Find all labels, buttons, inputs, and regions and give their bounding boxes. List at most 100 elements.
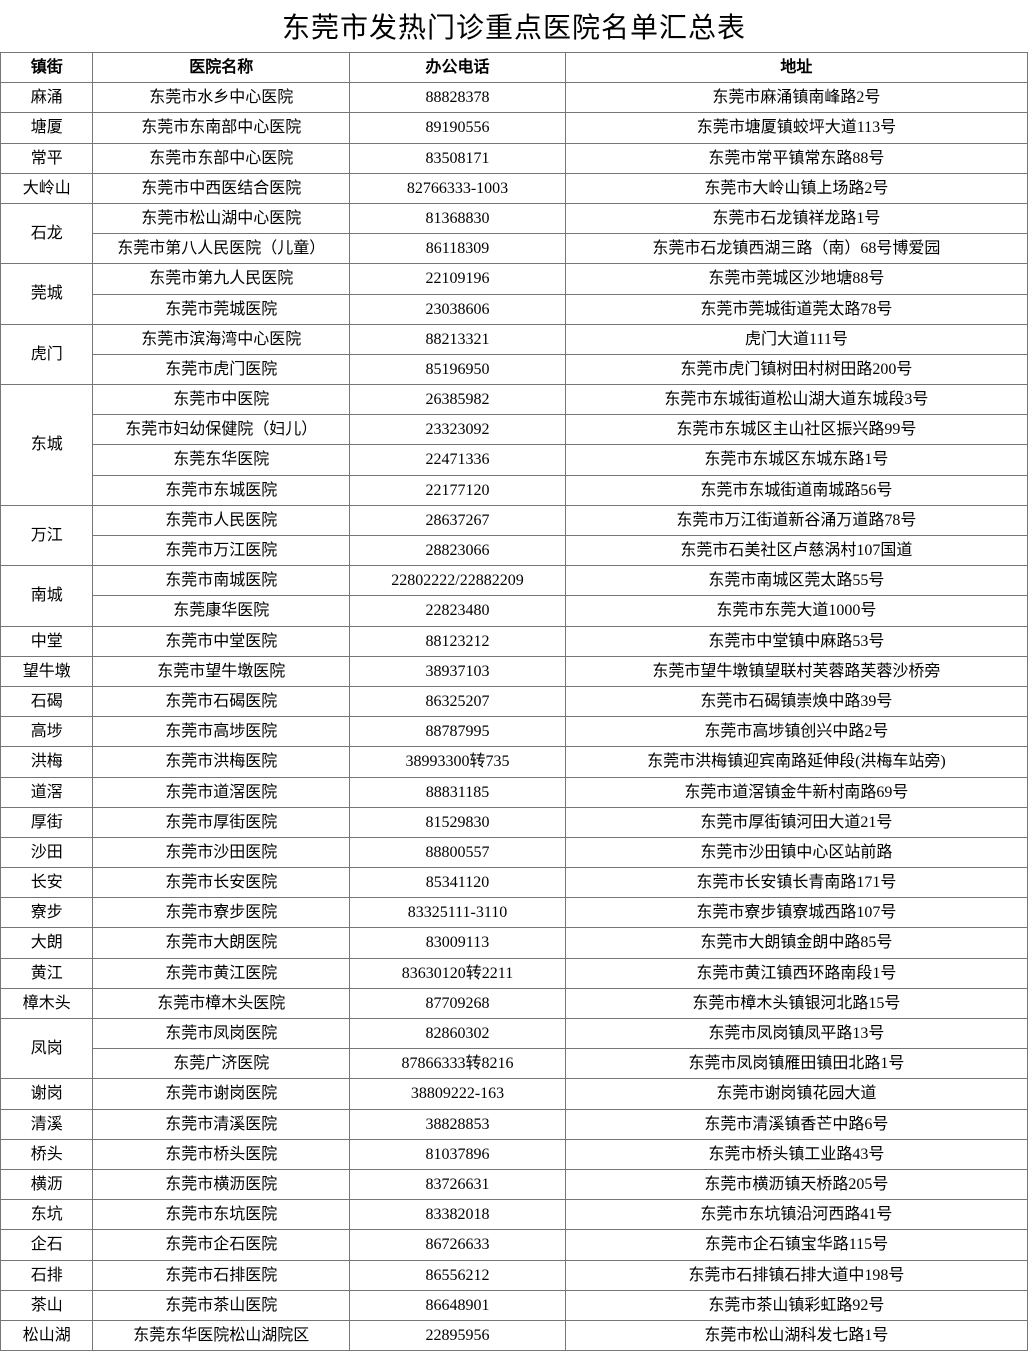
cell-phone: 28637267 — [350, 505, 566, 535]
col-phone: 办公电话 — [350, 53, 566, 83]
cell-phone: 85341120 — [350, 868, 566, 898]
cell-phone: 88123212 — [350, 626, 566, 656]
table-row: 茶山东莞市茶山医院86648901东莞市茶山镇彩虹路92号 — [1, 1290, 1028, 1320]
cell-hospital: 东莞市滨海湾中心医院 — [93, 324, 350, 354]
table-row: 企石东莞市企石医院86726633东莞市企石镇宝华路115号 — [1, 1230, 1028, 1260]
cell-town: 望牛墩 — [1, 656, 93, 686]
header-row: 镇街 医院名称 办公电话 地址 — [1, 53, 1028, 83]
cell-address: 东莞市清溪镇香芒中路6号 — [565, 1109, 1027, 1139]
cell-hospital: 东莞市莞城医院 — [93, 294, 350, 324]
cell-address: 东莞市洪梅镇迎宾南路延伸段(洪梅车站旁) — [565, 747, 1027, 777]
cell-hospital: 东莞市万江医院 — [93, 536, 350, 566]
cell-hospital: 东莞市人民医院 — [93, 505, 350, 535]
cell-phone: 22823480 — [350, 596, 566, 626]
cell-hospital: 东莞市水乡中心医院 — [93, 83, 350, 113]
cell-phone: 22109196 — [350, 264, 566, 294]
table-row: 塘厦东莞市东南部中心医院89190556东莞市塘厦镇蛟坪大道113号 — [1, 113, 1028, 143]
cell-address: 东莞市东城区东城东路1号 — [565, 445, 1027, 475]
cell-hospital: 东莞市中堂医院 — [93, 626, 350, 656]
cell-phone: 23038606 — [350, 294, 566, 324]
cell-phone: 22895956 — [350, 1320, 566, 1350]
cell-address: 东莞市高埗镇创兴中路2号 — [565, 717, 1027, 747]
cell-town: 茶山 — [1, 1290, 93, 1320]
cell-hospital: 东莞东华医院松山湖院区 — [93, 1320, 350, 1350]
cell-town: 高埗 — [1, 717, 93, 747]
cell-town: 大朗 — [1, 928, 93, 958]
table-row: 东莞广济医院87866333转8216东莞市凤岗镇雁田镇田北路1号 — [1, 1049, 1028, 1079]
cell-hospital: 东莞市大朗医院 — [93, 928, 350, 958]
cell-phone: 85196950 — [350, 354, 566, 384]
cell-phone: 86648901 — [350, 1290, 566, 1320]
cell-phone: 86726633 — [350, 1230, 566, 1260]
table-row: 东莞市虎门医院85196950东莞市虎门镇树田村树田路200号 — [1, 354, 1028, 384]
cell-town: 石碣 — [1, 686, 93, 716]
cell-hospital: 东莞市南城医院 — [93, 566, 350, 596]
cell-town: 东坑 — [1, 1200, 93, 1230]
cell-address: 东莞市望牛墩镇望联村芙蓉路芙蓉沙桥旁 — [565, 656, 1027, 686]
table-row: 中堂东莞市中堂医院88123212东莞市中堂镇中麻路53号 — [1, 626, 1028, 656]
cell-address: 东莞市莞城区沙地塘88号 — [565, 264, 1027, 294]
cell-phone: 38809222-163 — [350, 1079, 566, 1109]
cell-address: 东莞市虎门镇树田村树田路200号 — [565, 354, 1027, 384]
col-town: 镇街 — [1, 53, 93, 83]
cell-phone: 38828853 — [350, 1109, 566, 1139]
cell-town: 洪梅 — [1, 747, 93, 777]
cell-phone: 38937103 — [350, 656, 566, 686]
cell-address: 东莞市茶山镇彩虹路92号 — [565, 1290, 1027, 1320]
cell-hospital: 东莞市凤岗医院 — [93, 1019, 350, 1049]
table-row: 横沥东莞市横沥医院83726631东莞市横沥镇天桥路205号 — [1, 1169, 1028, 1199]
table-row: 东坑东莞市东坑医院83382018东莞市东坑镇沿河西路41号 — [1, 1200, 1028, 1230]
cell-phone: 22802222/22882209 — [350, 566, 566, 596]
cell-address: 东莞市石碣镇崇焕中路39号 — [565, 686, 1027, 716]
cell-hospital: 东莞市企石医院 — [93, 1230, 350, 1260]
table-row: 寮步东莞市寮步医院83325111-3110东莞市寮步镇寮城西路107号 — [1, 898, 1028, 928]
cell-address: 东莞市塘厦镇蛟坪大道113号 — [565, 113, 1027, 143]
cell-address: 东莞市常平镇常东路88号 — [565, 143, 1027, 173]
cell-town: 黄江 — [1, 958, 93, 988]
cell-address: 东莞市麻涌镇南峰路2号 — [565, 83, 1027, 113]
table-row: 清溪东莞市清溪医院38828853东莞市清溪镇香芒中路6号 — [1, 1109, 1028, 1139]
cell-town: 沙田 — [1, 837, 93, 867]
cell-phone: 83382018 — [350, 1200, 566, 1230]
cell-hospital: 东莞市清溪医院 — [93, 1109, 350, 1139]
table-row: 石排东莞市石排医院86556212东莞市石排镇石排大道中198号 — [1, 1260, 1028, 1290]
cell-phone: 88828378 — [350, 83, 566, 113]
cell-hospital: 东莞市高埗医院 — [93, 717, 350, 747]
cell-hospital: 东莞市虎门医院 — [93, 354, 350, 384]
cell-town: 松山湖 — [1, 1320, 93, 1350]
cell-town: 石排 — [1, 1260, 93, 1290]
cell-address: 东莞市莞城街道莞太路78号 — [565, 294, 1027, 324]
cell-town: 莞城 — [1, 264, 93, 324]
table-row: 谢岗东莞市谢岗医院38809222-163东莞市谢岗镇花园大道 — [1, 1079, 1028, 1109]
table-row: 南城东莞市南城医院22802222/22882209东莞市南城区莞太路55号 — [1, 566, 1028, 596]
cell-town: 谢岗 — [1, 1079, 93, 1109]
table-row: 黄江东莞市黄江医院83630120转2211东莞市黄江镇西环路南段1号 — [1, 958, 1028, 988]
cell-address: 东莞市东坑镇沿河西路41号 — [565, 1200, 1027, 1230]
table-row: 望牛墩东莞市望牛墩医院38937103东莞市望牛墩镇望联村芙蓉路芙蓉沙桥旁 — [1, 656, 1028, 686]
cell-hospital: 东莞市横沥医院 — [93, 1169, 350, 1199]
cell-phone: 83630120转2211 — [350, 958, 566, 988]
cell-phone: 86325207 — [350, 686, 566, 716]
cell-phone: 22471336 — [350, 445, 566, 475]
table-row: 沙田东莞市沙田医院88800557东莞市沙田镇中心区站前路 — [1, 837, 1028, 867]
cell-hospital: 东莞市中医院 — [93, 385, 350, 415]
cell-address: 东莞市东城区主山社区振兴路99号 — [565, 415, 1027, 445]
cell-phone: 86556212 — [350, 1260, 566, 1290]
cell-phone: 88787995 — [350, 717, 566, 747]
cell-town: 麻涌 — [1, 83, 93, 113]
cell-phone: 86118309 — [350, 234, 566, 264]
cell-address: 东莞市东莞大道1000号 — [565, 596, 1027, 626]
cell-phone: 89190556 — [350, 113, 566, 143]
col-address: 地址 — [565, 53, 1027, 83]
table-row: 麻涌东莞市水乡中心医院88828378东莞市麻涌镇南峰路2号 — [1, 83, 1028, 113]
cell-address: 东莞市黄江镇西环路南段1号 — [565, 958, 1027, 988]
col-hospital: 医院名称 — [93, 53, 350, 83]
cell-phone: 28823066 — [350, 536, 566, 566]
cell-town: 清溪 — [1, 1109, 93, 1139]
cell-hospital: 东莞市石排医院 — [93, 1260, 350, 1290]
cell-phone: 83508171 — [350, 143, 566, 173]
cell-address: 东莞市道滘镇金牛新村南路69号 — [565, 777, 1027, 807]
table-row: 石碣东莞市石碣医院86325207东莞市石碣镇崇焕中路39号 — [1, 686, 1028, 716]
cell-hospital: 东莞市东部中心医院 — [93, 143, 350, 173]
cell-town: 东城 — [1, 385, 93, 506]
